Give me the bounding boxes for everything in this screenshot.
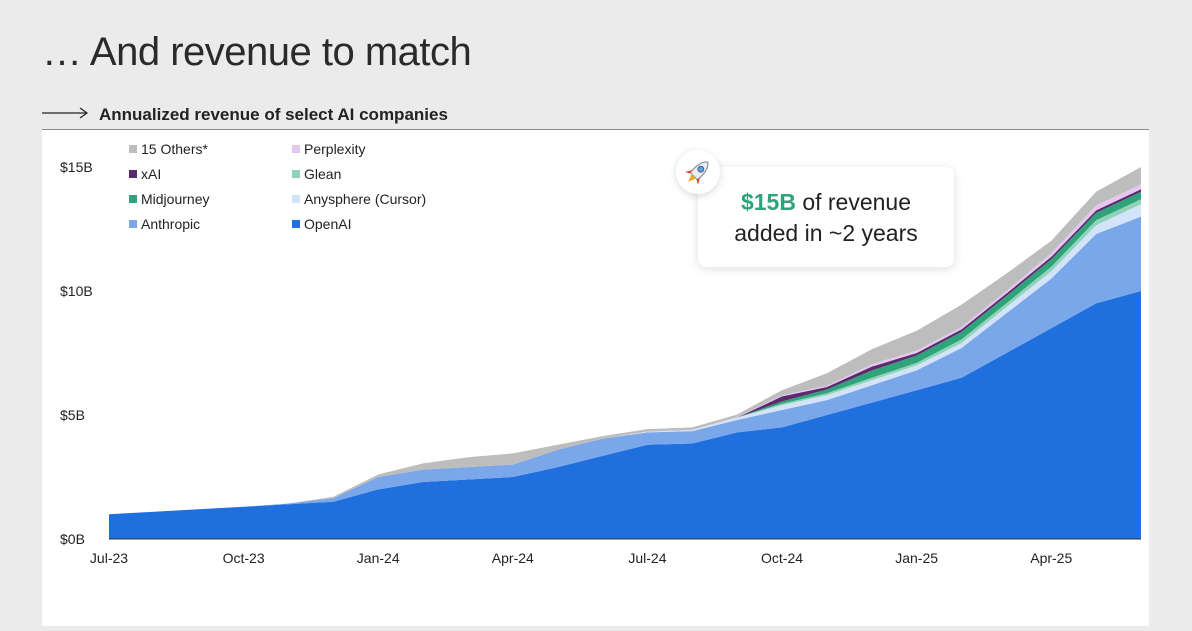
legend-swatch-xai [129,170,137,178]
legend-swatch-anthropic [129,220,137,228]
page-title: … And revenue to match [42,30,472,74]
rocket-icon [676,150,720,194]
x-tick-label: Oct-24 [761,550,803,566]
legend-swatch-openai [292,220,300,228]
series-area-15-others [109,167,1141,515]
y-tick-label: $5B [60,407,85,423]
legend-swatch-anysphere-cursor [292,195,300,203]
legend-label-glean: Glean [304,166,341,182]
x-tick-label: Jul-23 [90,550,128,566]
legend-label-openai: OpenAI [304,216,351,232]
chart-subtitle: Annualized revenue of select AI companie… [99,105,448,124]
y-tick-label: $10B [60,283,93,299]
series-area-anysphere-cursor [109,204,1141,515]
x-tick-label: Apr-24 [492,550,534,566]
x-tick-label: Jan-24 [357,550,400,566]
legend-label-perplexity: Perplexity [304,141,365,157]
callout-line1: of revenue [795,189,912,215]
legend-swatch-perplexity [292,145,300,153]
legend-label-xai: xAI [141,166,161,182]
series-area-anthropic [109,216,1141,515]
x-tick-label: Jul-24 [628,550,666,566]
legend-swatch-15-others [129,145,137,153]
legend-label-15-others: 15 Others* [141,141,208,157]
series-area-openai [109,291,1141,539]
y-tick-label: $0B [60,531,85,547]
callout-line2: added in ~2 years [734,220,918,246]
legend-swatch-glean [292,170,300,178]
revenue-area-chart: $0B $5B $10B $15B Jul-23 Oct-23 Jan-24 Apr-24 Ju… [60,141,1141,566]
x-tick-label: Jan-25 [895,550,938,566]
x-tick-label: Apr-25 [1030,550,1072,566]
y-tick-label: $15B [60,159,93,175]
callout-highlight: $15B [740,189,796,215]
legend-label-midjourney: Midjourney [141,191,209,207]
series-area-midjourney [109,191,1141,515]
chart-panel: $0B $5B $10B $15B Jul-23 Oct-23 Jan-24 Apr-24 Ju… [42,130,1149,626]
chart-subtitle-row: Annualized revenue of select AI companie… [42,103,1149,130]
legend-label-anthropic: Anthropic [141,216,200,232]
x-tick-label: Oct-23 [223,550,265,566]
revenue-callout: $15B of revenue added in ~2 years [698,167,954,267]
legend-swatch-midjourney [129,195,137,203]
legend-label-anysphere-cursor: Anysphere (Cursor) [304,191,426,207]
arrow-right-icon [42,107,89,119]
